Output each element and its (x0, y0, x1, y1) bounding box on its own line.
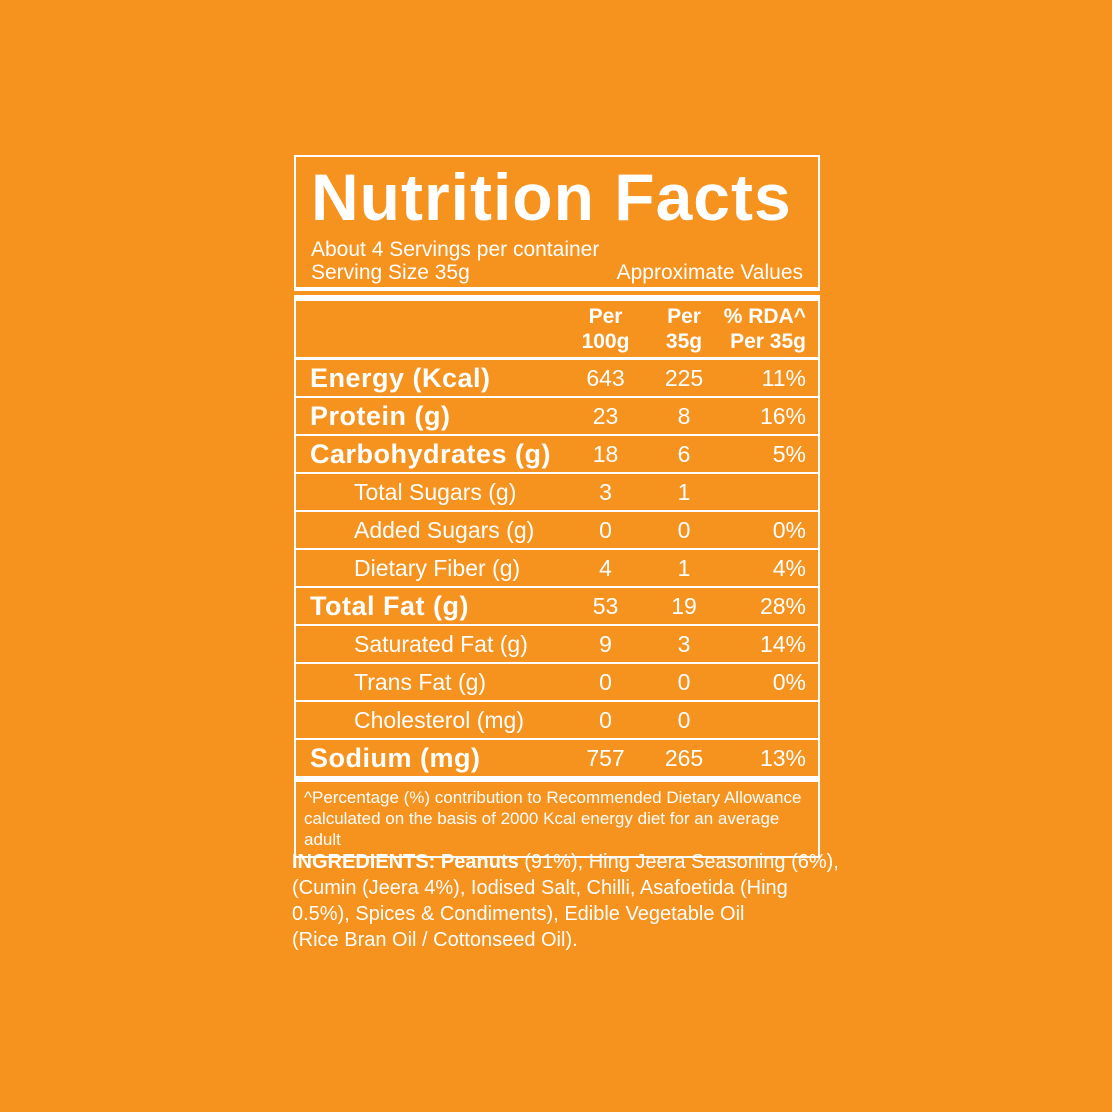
label-title: Nutrition Facts (311, 160, 792, 234)
row-value-rda: 5% (772, 440, 806, 467)
row-label: Saturated Fat (g) (354, 630, 528, 657)
row-value-rda: 11% (761, 364, 806, 391)
row-value-rda: 14% (759, 630, 806, 657)
table-row: Trans Fat (g) 0 0 0% (296, 662, 818, 700)
row-value-per-100g: 4 (599, 554, 612, 581)
row-label: Energy (Kcal) (310, 362, 491, 393)
row-label: Cholesterol (mg) (354, 706, 524, 733)
row-value-per-35g: 0 (677, 706, 691, 733)
ingredients-line3: 0.5%), Spices & Condiments), Edible Vege… (292, 903, 745, 925)
table-row: Protein (g) 23 8 16% (296, 396, 818, 434)
row-label: Trans Fat (g) (354, 668, 487, 695)
row-value-per-100g: 3 (599, 478, 612, 505)
row-value-per-35g: 6 (677, 440, 691, 467)
serving-size-row: Serving Size 35g Approximate Values (311, 261, 803, 284)
ingredients-label: INGREDIENTS: Peanuts (292, 851, 519, 873)
row-value-rda: 0% (772, 668, 806, 695)
footnote-line1: ^Percentage (%) contribution to Recommen… (304, 788, 802, 807)
row-label: Carbohydrates (g) (310, 438, 552, 469)
table-row: Added Sugars (g) 0 0 0% (296, 510, 818, 548)
nutrition-label: Nutrition Facts About 4 Servings per con… (294, 155, 820, 858)
row-value-per-100g: 757 (586, 744, 625, 771)
servings-per-container: About 4 Servings per container (311, 238, 600, 261)
table-row: Carbohydrates (g) 18 6 5% (296, 434, 818, 472)
row-label: Total Fat (g) (310, 590, 469, 621)
serving-size: Serving Size 35g (311, 261, 470, 284)
row-value-per-35g: 0 (677, 516, 691, 543)
row-value-per-100g: 53 (592, 592, 619, 619)
row-value-rda: 28% (759, 592, 806, 619)
row-value-per-100g: 23 (592, 402, 619, 429)
facts-table: Per 100g Per 35g % RDA^ Per 35g Energy (… (294, 295, 820, 858)
column-header-per-100g: Per 100g (581, 305, 630, 353)
row-value-per-100g: 0 (599, 516, 612, 543)
ingredients-line4: (Rice Bran Oil / Cottonseed Oil). (292, 929, 578, 951)
row-value-rda: 16% (759, 402, 806, 429)
row-value-per-35g: 1 (677, 554, 691, 581)
table-row: Saturated Fat (g) 9 3 14% (296, 624, 818, 662)
approximate-values: Approximate Values (616, 261, 803, 284)
row-value-rda: 13% (759, 744, 806, 771)
row-value-rda: 0% (772, 516, 806, 543)
table-row: Energy (Kcal) 643 225 11% (296, 360, 818, 396)
table-row: Cholesterol (mg) 0 0 (296, 700, 818, 738)
column-header-rda: % RDA^ Per 35g (723, 305, 806, 353)
table-row: Total Fat (g) 53 19 28% (296, 586, 818, 624)
row-value-per-35g: 19 (671, 592, 697, 619)
row-label: Dietary Fiber (g) (354, 554, 521, 581)
column-header-per-35g: Per 35g (665, 305, 703, 353)
row-value-per-35g: 265 (664, 744, 704, 771)
row-value-per-100g: 0 (599, 706, 612, 733)
row-value-rda: 4% (772, 554, 806, 581)
row-value-per-100g: 18 (592, 440, 619, 467)
ingredients-line1-rest: (91%), Hing Jeera Seasoning (6%), (518, 851, 839, 873)
table-row: Sodium (mg) 757 265 13% (296, 738, 818, 776)
row-value-per-100g: 643 (586, 364, 625, 391)
column-header-row: Per 100g Per 35g % RDA^ Per 35g (296, 301, 818, 360)
row-value-per-35g: 0 (677, 668, 691, 695)
row-label: Sodium (mg) (310, 742, 481, 773)
row-label: Added Sugars (g) (354, 516, 535, 543)
ingredients-line2: (Cumin (Jeera 4%), Iodised Salt, Chilli,… (292, 877, 788, 899)
footnote: ^Percentage (%) contribution to Recommen… (296, 776, 818, 856)
row-value-per-100g: 0 (599, 668, 612, 695)
ingredients-line1: INGREDIENTS: Peanuts (91%), Hing Jeera S… (292, 849, 872, 875)
row-label: Protein (g) (310, 400, 451, 431)
row-label: Total Sugars (g) (354, 478, 517, 505)
header-section: Nutrition Facts About 4 Servings per con… (294, 155, 820, 291)
row-value-per-35g: 1 (677, 478, 691, 505)
table-row: Total Sugars (g) 3 1 (296, 472, 818, 510)
row-value-per-35g: 8 (677, 402, 691, 429)
facts-rows: Energy (Kcal) 643 225 11% Protein (g) 23 8 16% C… (296, 360, 818, 776)
table-row: Dietary Fiber (g) 4 1 4% (296, 548, 818, 586)
row-value-per-100g: 9 (599, 630, 612, 657)
footnote-line2: calculated on the basis of 2000 Kcal ene… (304, 809, 780, 849)
row-value-per-35g: 3 (677, 630, 691, 657)
ingredients-section: INGREDIENTS: Peanuts (91%), Hing Jeera S… (292, 849, 872, 953)
row-value-per-35g: 225 (664, 364, 704, 391)
